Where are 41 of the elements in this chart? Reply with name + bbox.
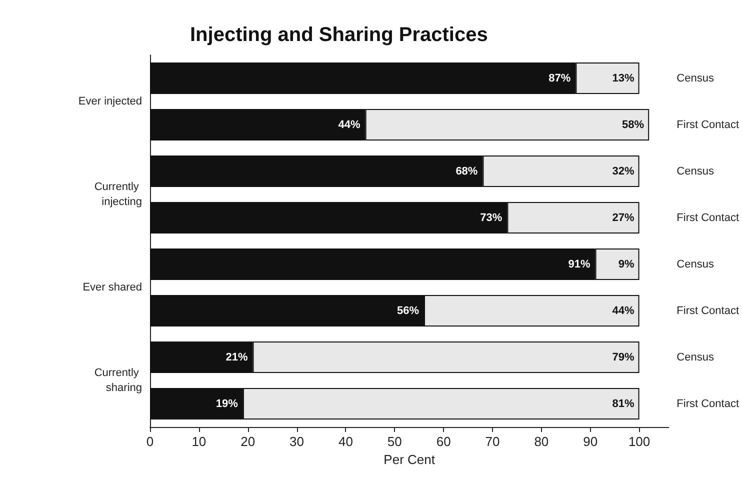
data-label: 21% [226,351,248,364]
data-label: 27% [612,212,634,224]
y-tick-label: Census [676,165,714,178]
data-label: 56% [396,304,420,317]
y-tick-label: First Contact [676,118,740,131]
data-label: 58% [622,118,644,131]
y-tick-label: First Contact [676,398,740,410]
x-tick-label: 30 [290,434,304,449]
x-tick-label: 20 [240,434,256,449]
y-tick-label: First Contact [676,304,740,317]
chart-title: Injecting and Sharing Practices [190,24,488,46]
text: Ever injected [78,96,142,108]
x-tick-label: 90 [583,434,598,449]
data-label: 44% [612,304,634,317]
data-label: 68% [456,165,478,178]
x-tick-label: 10 [192,434,206,449]
data-label: 32% [612,165,634,178]
y-tick-label: Census [676,258,714,270]
data-label: 91% [568,258,590,270]
data-label: 13% [612,72,634,84]
x-tick-label: 0 [146,434,154,449]
text: Ever shared [82,282,142,294]
x-axis-title: Per Cent [384,452,436,467]
data-label: 79% [612,351,634,364]
data-label: 9% [618,258,635,270]
text: Currently injecting [94,181,142,208]
data-label: 87% [548,72,571,84]
data-label: 44% [338,118,360,131]
x-tick-label: 100 [628,434,650,449]
y-tick-label: First Contact [676,212,740,224]
x-tick-label: 60 [436,434,451,449]
x-tick-label: 40 [338,434,353,449]
x-tick-label: 80 [534,434,549,449]
data-label: 73% [480,212,502,224]
data-label: 19% [216,398,238,410]
data-label: 81% [612,398,634,410]
x-tick-label: 70 [485,434,500,449]
y-tick-label: Census [676,72,714,84]
text: Currently sharing [94,367,142,394]
y-tick-label: Census [676,351,714,364]
x-tick-label: 50 [387,434,402,449]
